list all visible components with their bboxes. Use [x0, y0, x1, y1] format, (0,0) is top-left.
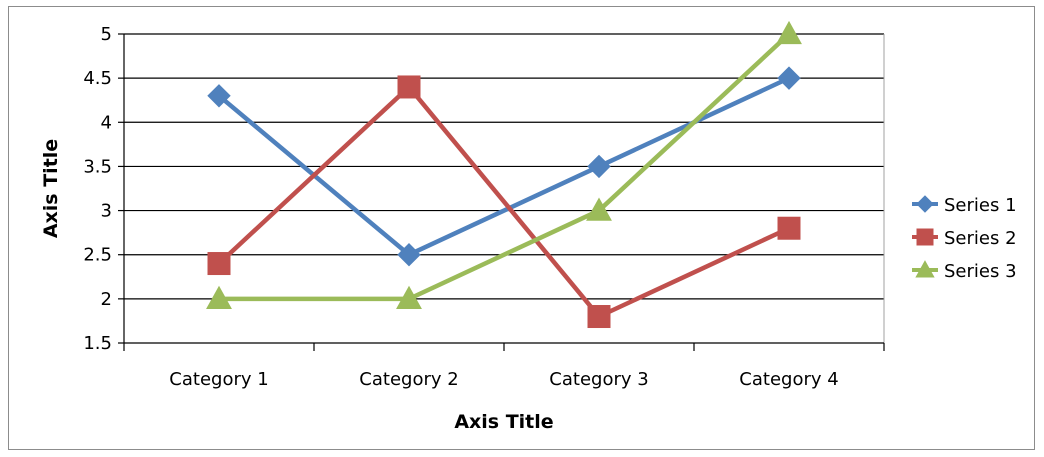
- legend-marker: [915, 260, 935, 278]
- series-2-point: [397, 75, 421, 99]
- series-3-point: [206, 285, 232, 310]
- legend-marker: [916, 195, 934, 213]
- series-3: [206, 20, 802, 310]
- y-tick-label: 4: [101, 112, 112, 133]
- series-2-point: [207, 252, 231, 276]
- series-1-point: [587, 154, 611, 179]
- x-axis-title: Axis Title: [454, 411, 553, 433]
- x-tick-label: Category 3: [549, 369, 648, 390]
- legend-item: Series 2: [912, 228, 1017, 249]
- series-1-point: [397, 243, 421, 267]
- series-2-point: [777, 216, 801, 240]
- series-2: [207, 75, 801, 329]
- series-1-point: [777, 66, 801, 90]
- x-tick-label: Category 4: [739, 369, 838, 390]
- y-tick-label: 3.5: [83, 156, 112, 177]
- y-tick-label: 3: [101, 201, 112, 222]
- y-tick-label: 1.5: [83, 333, 112, 354]
- series-3-point: [776, 20, 802, 45]
- legend-label: Series 2: [944, 228, 1017, 249]
- series-2-line: [216, 84, 792, 319]
- chart-frame: [8, 6, 1035, 450]
- series-3-point: [396, 285, 422, 310]
- x-tick-label: Category 1: [169, 369, 268, 390]
- series-3-point: [586, 197, 612, 221]
- legend: Series 1 Series 2 Series 3: [912, 195, 1017, 282]
- y-tick-label: 5: [101, 24, 112, 45]
- legend-label: Series 1: [944, 195, 1017, 216]
- x-tick-label: Category 2: [359, 369, 458, 390]
- legend-item: Series 1: [912, 195, 1017, 216]
- y-tick-label: 2.5: [83, 245, 112, 266]
- legend-marker: [916, 228, 934, 246]
- y-tick-label: 2: [101, 289, 112, 310]
- series-3-line: [216, 31, 792, 302]
- y-axis-title: Axis Title: [40, 139, 62, 238]
- y-tick-label: 4.5: [83, 68, 112, 89]
- series-2-point: [587, 305, 611, 329]
- series-layer: [206, 20, 802, 329]
- series-1-point: [207, 84, 231, 108]
- legend-label: Series 3: [944, 261, 1017, 282]
- legend-item: Series 3: [912, 260, 1017, 282]
- axes: 1.5 2 2.5 3 3.5 4 4.5 5 Category 1 Category 2 Cate…: [83, 24, 885, 390]
